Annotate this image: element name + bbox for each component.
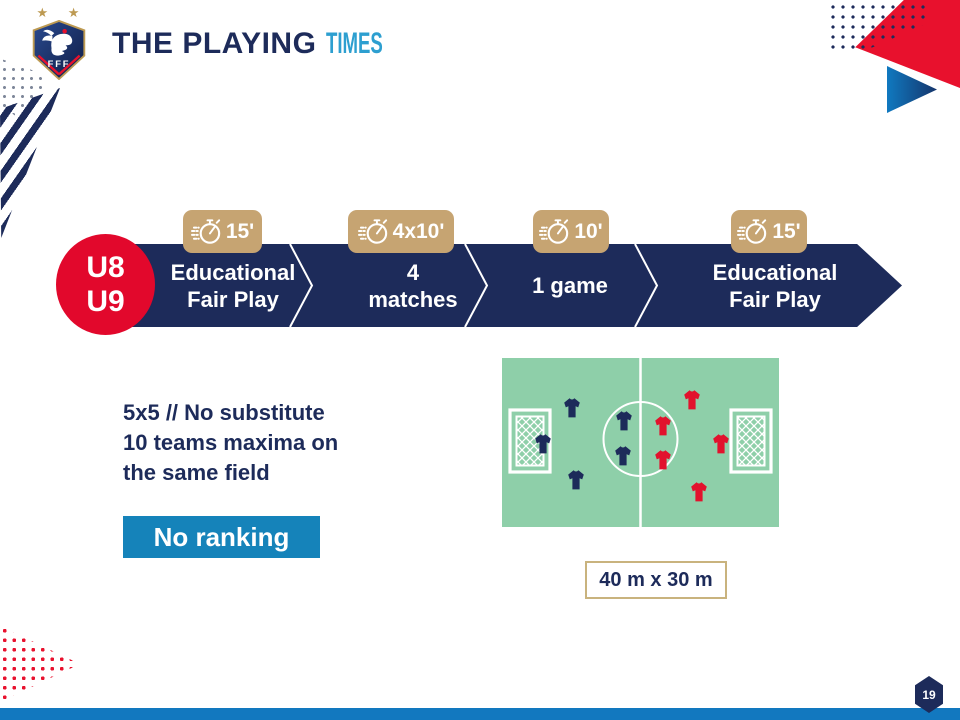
duration-label: 10' — [574, 219, 603, 243]
duration-label: 4x10' — [392, 219, 445, 243]
timeline-chevron-separators — [289, 244, 659, 327]
page-title: THE PLAYING TIMES — [112, 27, 418, 61]
logo-stars-icon: ★ ★ — [36, 5, 88, 20]
fff-logo: ★ ★ FFF — [28, 6, 90, 85]
bottom-left-red-dots-decoration — [0, 626, 80, 702]
pitch-diagram — [502, 358, 779, 527]
left-diagonal-stripes-decoration — [0, 88, 60, 238]
rules-line-3: the same field — [123, 460, 270, 485]
stage-text: matches — [368, 286, 458, 312]
age-group-line1: U8 — [86, 250, 125, 284]
stage-label-1: Educational Fair Play — [153, 244, 313, 327]
svg-text:FFF: FFF — [48, 59, 71, 69]
top-right-blue-triangle-decoration — [887, 66, 937, 113]
pitch-dimensions-label: 40 m x 30 m — [599, 568, 713, 591]
rules-line-1: 5x5 // No substitute — [123, 400, 325, 425]
stage-text: Educational — [170, 259, 296, 285]
rules-line-2: 10 teams maxima on — [123, 430, 339, 455]
top-right-red-triangle-decoration — [855, 0, 960, 88]
duration-badge-1: 15' — [183, 210, 262, 253]
stage-text: Educational — [712, 259, 838, 285]
page-number: 19 — [922, 687, 936, 702]
timeline-band — [100, 244, 902, 327]
no-ranking-label: No ranking — [153, 521, 290, 552]
duration-label: 15' — [225, 219, 255, 243]
age-group-line2: U9 — [86, 284, 125, 318]
title-secondary: TIMES — [326, 27, 384, 60]
stage-label-2: 4 matches — [333, 244, 493, 327]
no-ranking-banner: No ranking — [123, 516, 320, 558]
stage-text: Fair Play — [187, 286, 279, 312]
rules-text: 5x5 // No substitute 10 teams maxima on … — [123, 398, 338, 488]
stage-label-4: Educational Fair Play — [695, 244, 855, 327]
fff-shield-icon: FFF — [32, 19, 86, 81]
pitch-center-circle — [602, 401, 679, 477]
top-right-dots-pattern — [828, 2, 926, 54]
stage-text: Fair Play — [729, 286, 821, 312]
pitch-dimensions-box: 40 m x 30 m — [585, 561, 727, 599]
age-group-circle: U8 U9 — [56, 234, 155, 335]
stage-text: 4 — [406, 259, 420, 285]
duration-badge-4: 15' — [731, 210, 807, 253]
duration-badge-2: 4x10' — [348, 210, 454, 253]
duration-badge-3: 10' — [533, 210, 609, 253]
title-primary: THE PLAYING — [112, 27, 317, 60]
page-number-badge: 19 — [915, 676, 943, 713]
stage-text: 1 game — [532, 273, 608, 298]
footer-bar — [0, 708, 960, 720]
duration-label: 15' — [772, 219, 801, 243]
stage-label-3: 1 game — [490, 244, 650, 327]
goal-right — [729, 408, 773, 474]
